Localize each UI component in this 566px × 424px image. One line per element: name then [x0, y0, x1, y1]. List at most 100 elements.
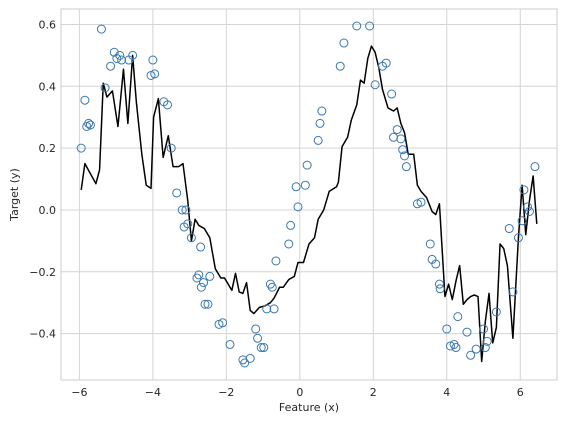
data-point [339, 38, 349, 48]
data-point [203, 299, 213, 309]
data-point [482, 336, 492, 346]
data-point [302, 160, 312, 170]
data-point [148, 55, 158, 65]
data-point [392, 125, 402, 135]
data-point [109, 47, 119, 57]
y-tick-label: 0.4 [39, 80, 57, 93]
x-tick-label: 4 [443, 386, 450, 399]
data-point [519, 185, 529, 195]
data-point [400, 151, 410, 161]
x-axis-label: Feature (x) [279, 401, 339, 414]
data-point [150, 69, 160, 79]
data-point [381, 58, 391, 68]
data-point [453, 312, 463, 322]
data-point [172, 188, 182, 198]
data-point [387, 89, 397, 99]
scatter-series [76, 21, 540, 368]
data-point [100, 83, 110, 93]
fitted-line [80, 45, 538, 363]
data-point [106, 61, 116, 71]
plot-area [61, 9, 557, 380]
data-point [80, 95, 90, 105]
data-point [300, 180, 310, 190]
y-tick-label: −0.2 [29, 266, 56, 279]
data-point [183, 219, 193, 229]
grid-lines [61, 9, 557, 380]
data-point [435, 284, 445, 294]
data-point [177, 205, 187, 215]
data-point [267, 282, 277, 292]
data-point [196, 282, 206, 292]
data-point [269, 304, 279, 314]
y-tick-label: 0.2 [39, 142, 57, 155]
data-point [401, 162, 411, 172]
data-point [352, 21, 362, 31]
data-point [480, 343, 490, 353]
data-point [479, 324, 489, 334]
data-point [194, 270, 204, 280]
data-point [112, 53, 122, 63]
data-point [76, 143, 86, 153]
data-point [286, 220, 296, 230]
data-point [199, 278, 209, 288]
data-point [262, 304, 272, 314]
y-tick-label: 0.6 [39, 18, 57, 31]
data-point [370, 80, 380, 90]
x-tick-label: −4 [145, 386, 161, 399]
data-point [451, 343, 461, 353]
data-point [163, 100, 173, 110]
data-point [462, 327, 472, 337]
y-tick-label: −0.4 [29, 328, 56, 341]
y-axis-ticks: −0.4 −0.2 0.0 0.2 0.4 0.6 [29, 18, 56, 340]
data-point [425, 239, 435, 249]
data-point [225, 339, 235, 349]
data-point [115, 50, 125, 60]
data-point [504, 224, 514, 234]
data-point [517, 216, 527, 226]
data-point [523, 202, 533, 212]
data-point [513, 233, 523, 243]
data-point [240, 358, 250, 368]
data-point [416, 197, 426, 207]
y-tick-label: 0.0 [39, 204, 57, 217]
data-point [315, 118, 325, 128]
x-axis-ticks: −6 −4 −2 0 2 4 6 [71, 386, 523, 399]
data-point [434, 279, 444, 289]
data-point [218, 318, 228, 328]
data-point [259, 343, 269, 353]
data-point [398, 145, 408, 155]
line-series [80, 45, 538, 363]
data-point [196, 242, 206, 252]
data-point [317, 106, 327, 116]
data-point [291, 182, 301, 192]
data-point [84, 118, 94, 128]
x-tick-label: 6 [517, 386, 524, 399]
data-point [256, 343, 266, 353]
plot-frame [60, 8, 558, 381]
data-point [284, 239, 294, 249]
data-point [508, 287, 518, 297]
data-point [491, 307, 501, 317]
data-point [471, 344, 481, 354]
data-point [245, 353, 255, 363]
y-axis-label: Target (y) [8, 168, 21, 222]
data-point [313, 135, 323, 145]
data-point [466, 350, 476, 360]
data-point [530, 162, 540, 172]
data-point [181, 205, 191, 215]
data-point [253, 333, 263, 343]
x-tick-label: 2 [370, 386, 377, 399]
data-point [166, 143, 176, 153]
data-point [128, 50, 138, 60]
data-point [205, 271, 215, 281]
data-point [293, 202, 303, 212]
data-point [85, 120, 95, 130]
data-point [365, 21, 375, 31]
data-point [442, 324, 452, 334]
data-point [117, 55, 127, 65]
data-point [251, 324, 261, 334]
data-point [186, 233, 196, 243]
data-point [396, 134, 406, 144]
x-tick-label: −2 [218, 386, 234, 399]
